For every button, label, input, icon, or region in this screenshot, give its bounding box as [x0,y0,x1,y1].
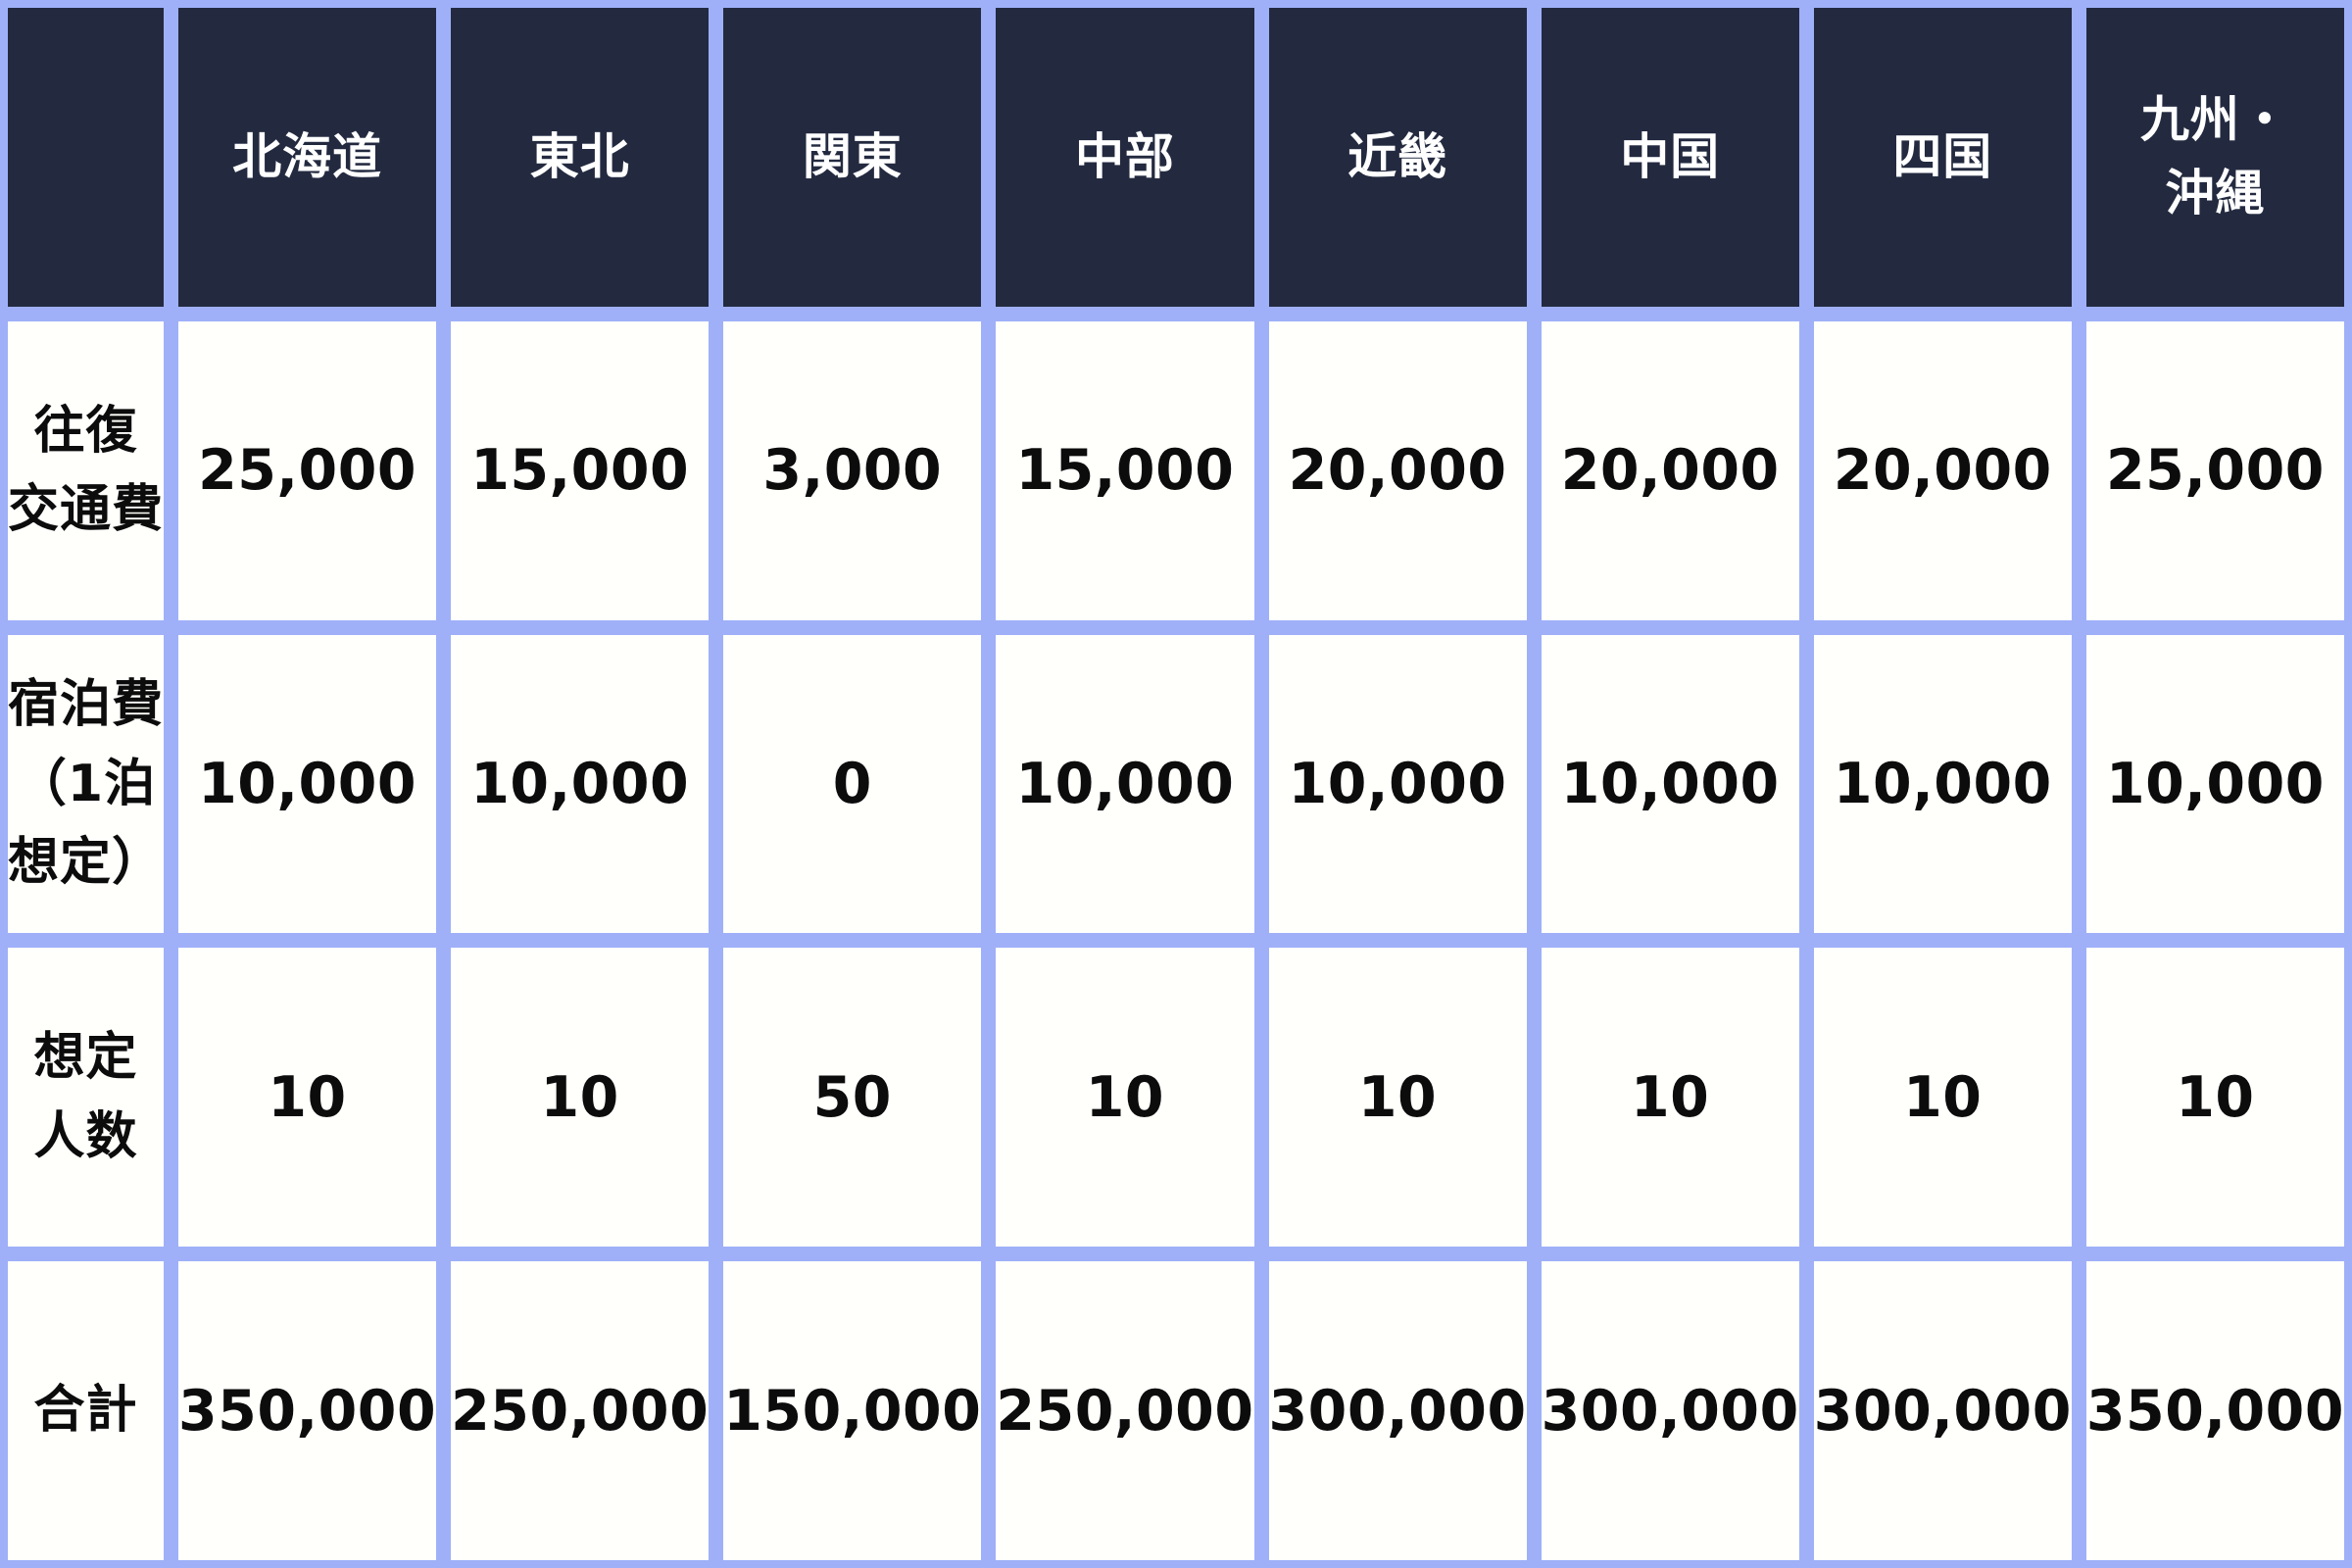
table-cell-transport-kinki: 20,000 [1268,320,1527,620]
header-cell-chugoku: 中国 [1541,8,1799,307]
header-cell-hokkaido: 北海道 [178,8,437,307]
table-cell-headcount-hokkaido: 10 [178,948,437,1248]
row-label-round-trip-transport: 往復 交通費 [8,320,164,620]
header-cell-shikoku: 四国 [1813,8,2072,307]
table-cell-headcount-chubu: 10 [996,948,1254,1248]
table-cell-total-chugoku: 300,000 [1541,1261,1799,1560]
table-cell-headcount-kinki: 10 [1268,948,1527,1248]
table-cell-headcount-kanto: 50 [723,948,982,1248]
table-cell-headcount-kyushu-okinawa: 10 [2085,948,2344,1248]
table-cell-lodging-kinki: 10,000 [1268,634,1527,934]
table-cell-transport-tohoku: 15,000 [451,320,710,620]
corner-cell [8,8,164,307]
header-cell-kyushu-okinawa: 九州・ 沖縄 [2085,8,2344,307]
table-cell-total-hokkaido: 350,000 [178,1261,437,1560]
table-cell-total-tohoku: 250,000 [451,1261,710,1560]
table-cell-transport-kyushu-okinawa: 25,000 [2085,320,2344,620]
table-cell-lodging-kyushu-okinawa: 10,000 [2085,634,2344,934]
table-cell-transport-chubu: 15,000 [996,320,1254,620]
table-cell-headcount-chugoku: 10 [1541,948,1799,1248]
header-cell-kanto: 関東 [723,8,982,307]
table-cell-lodging-tohoku: 10,000 [451,634,710,934]
table-cell-lodging-chubu: 10,000 [996,634,1254,934]
table-cell-transport-shikoku: 20,000 [1813,320,2072,620]
table-cell-total-kyushu-okinawa: 350,000 [2085,1261,2344,1560]
table-cell-total-kinki: 300,000 [1268,1261,1527,1560]
table-cell-transport-kanto: 3,000 [723,320,982,620]
table-cell-lodging-shikoku: 10,000 [1813,634,2072,934]
header-cell-chubu: 中部 [996,8,1254,307]
table-cell-lodging-kanto: 0 [723,634,982,934]
row-label-headcount: 想定 人数 [8,948,164,1248]
table-cell-headcount-tohoku: 10 [451,948,710,1248]
table-cell-lodging-hokkaido: 10,000 [178,634,437,934]
table-cell-total-shikoku: 300,000 [1813,1261,2072,1560]
table-cell-lodging-chugoku: 10,000 [1541,634,1799,934]
table-cell-transport-chugoku: 20,000 [1541,320,1799,620]
table-cell-total-kanto: 150,000 [723,1261,982,1560]
header-cell-tohoku: 東北 [451,8,710,307]
row-label-lodging: 宿泊費 （1泊 想定） [8,634,164,934]
row-label-total: 合計 [8,1261,164,1560]
header-cell-kinki: 近畿 [1268,8,1527,307]
table-cell-headcount-shikoku: 10 [1813,948,2072,1248]
table-cell-transport-hokkaido: 25,000 [178,320,437,620]
table-cell-total-chubu: 250,000 [996,1261,1254,1560]
